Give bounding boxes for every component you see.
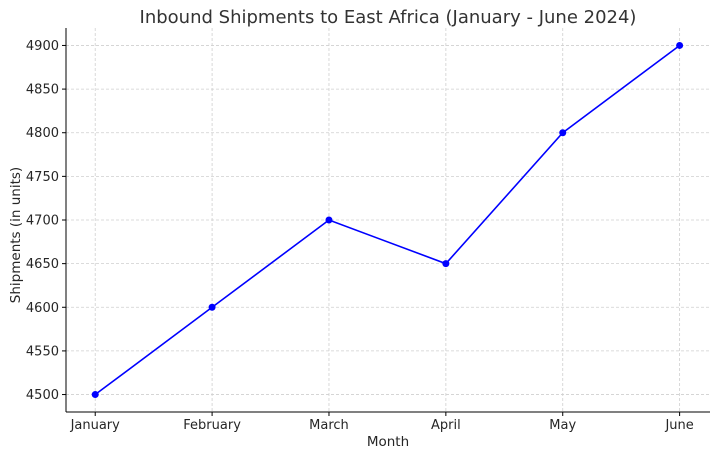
y-axis-label: Shipments (in units) <box>8 167 24 303</box>
x-tick-label: February <box>183 418 241 433</box>
y-tick-label: 4750 <box>26 170 59 185</box>
y-tick-label: 4550 <box>26 344 59 359</box>
x-tick-label: May <box>549 418 576 433</box>
chart-title: Inbound Shipments to East Africa (Januar… <box>140 7 637 28</box>
y-tick-label: 4900 <box>26 39 59 54</box>
x-tick-label: June <box>664 418 693 433</box>
x-tick-label: January <box>70 418 121 433</box>
x-tick-label: March <box>309 418 349 433</box>
series-line <box>94 44 681 396</box>
x-tick-label: April <box>431 418 461 433</box>
y-tick-label: 4700 <box>26 214 59 229</box>
y-tick-label: 4850 <box>26 83 59 98</box>
y-tick-label: 4500 <box>26 388 59 403</box>
data-point <box>559 129 567 137</box>
data-point <box>91 391 99 399</box>
y-tick-label: 4800 <box>26 126 59 141</box>
grid <box>66 28 710 412</box>
y-tick-label: 4600 <box>26 301 59 316</box>
x-axis-label: Month <box>367 434 409 450</box>
series <box>91 41 684 399</box>
data-point <box>442 260 450 268</box>
ticks: January February March April May June 4500 4550… <box>26 39 694 433</box>
data-point <box>325 216 333 224</box>
data-point <box>676 41 684 49</box>
y-tick-label: 4650 <box>26 257 59 272</box>
data-point <box>208 303 216 311</box>
